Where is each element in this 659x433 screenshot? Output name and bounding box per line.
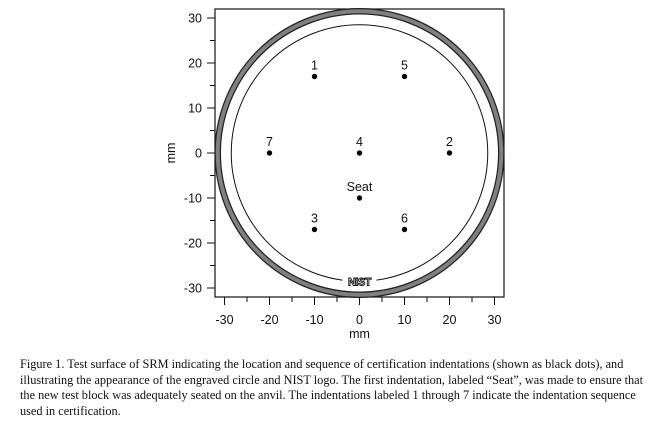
indentation-label: 2 [446,135,453,149]
indentation-label: 4 [356,135,363,149]
indentation-label: 7 [266,135,273,149]
x-tick-label: 30 [488,313,502,327]
x-tick-label: -10 [305,313,323,327]
indentation-point [356,150,363,156]
figure-caption: Figure 1. Test surface of SRM indicating… [20,357,644,418]
logo-background [342,275,377,287]
y-tick-label: -20 [184,237,202,251]
indentation-point [401,226,408,233]
x-tick-label: 10 [398,313,412,327]
indentation-point [311,226,318,233]
y-tick-label: 10 [188,102,202,116]
y-tick-label: -30 [184,282,202,296]
y-tick-label: 0 [195,147,202,161]
indentation-label: Seat [347,180,373,194]
indentation-point [266,150,273,156]
y-tick-label: 20 [188,57,202,71]
indentation-label: 3 [311,212,318,226]
y-tick-label: -10 [184,192,202,206]
indentation-point [311,73,318,80]
indentation-label: 6 [401,212,408,226]
indentation-point [356,195,363,201]
x-tick-label: -20 [260,313,278,327]
outer-ring [215,9,504,297]
indentation-point [401,73,408,80]
x-tick-label: -30 [215,313,233,327]
indentation-point [446,150,453,156]
indentation-label: 1 [311,59,318,73]
y-tick-label: 30 [188,12,202,26]
indentation-label: 5 [401,59,408,73]
nist-logo: NIST [348,276,372,288]
x-axis-label: mm [349,327,370,341]
x-tick-label: 0 [356,313,363,327]
y-axis-label: mm [164,143,178,164]
x-tick-label: 20 [443,313,457,327]
